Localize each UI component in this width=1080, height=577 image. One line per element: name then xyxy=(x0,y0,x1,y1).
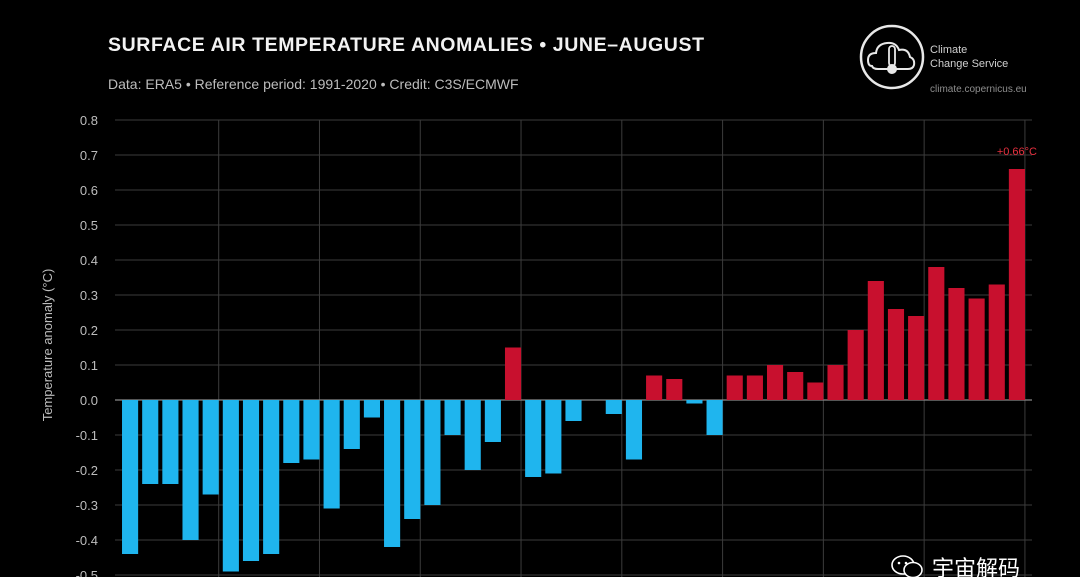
bar xyxy=(968,298,985,400)
bar xyxy=(182,400,199,540)
bar xyxy=(1008,169,1025,400)
bar xyxy=(384,400,401,547)
bar xyxy=(122,400,139,554)
bar xyxy=(404,400,421,519)
bar xyxy=(323,400,340,509)
wechat-icon xyxy=(891,554,923,577)
y-tick-label: 0.1 xyxy=(80,358,98,373)
chart-title: SURFACE AIR TEMPERATURE ANOMALIES • JUNE… xyxy=(108,34,705,56)
bar xyxy=(504,347,522,400)
bar xyxy=(766,365,784,400)
data-label: +0.66°C xyxy=(997,146,1037,158)
bar xyxy=(666,379,683,400)
bar xyxy=(726,375,743,400)
logo-url: climate.copernicus.eu xyxy=(930,84,1027,95)
bar xyxy=(625,400,643,460)
watermark-text: 宇宙解码 xyxy=(932,557,1021,577)
y-tick-label: 0.7 xyxy=(80,148,98,163)
bar xyxy=(484,400,501,442)
y-axis-ticks: 0.8 0.7 0.6 0.5 0.4 0.3 0.2 0.1 0.0 -0.1 -0.2 -0.3 -… xyxy=(76,113,98,577)
y-tick-label: -0.3 xyxy=(76,498,98,513)
bars xyxy=(122,169,1025,572)
annotations: +0.66°C xyxy=(997,146,1037,158)
bar xyxy=(283,400,300,463)
bar xyxy=(565,400,582,421)
bar xyxy=(605,400,622,414)
y-tick-label: 0.4 xyxy=(80,253,98,268)
bar xyxy=(686,400,703,404)
bar xyxy=(988,284,1005,400)
bar xyxy=(928,267,945,400)
y-tick-label: -0.1 xyxy=(76,428,98,443)
bar xyxy=(908,316,925,400)
logo-name-line2: Change Service xyxy=(930,58,1009,70)
watermark: 宇宙解码 xyxy=(890,554,1020,577)
copernicus-logo: Climate Change Service climate.copernicu… xyxy=(858,22,1068,102)
y-tick-label: 0.2 xyxy=(80,323,98,338)
bar xyxy=(706,400,723,435)
y-tick-label: 0.0 xyxy=(80,393,98,408)
bar xyxy=(948,288,965,400)
chart-subtitle: Data: ERA5 • Reference period: 1991-2020… xyxy=(108,76,519,92)
y-tick-label: -0.2 xyxy=(76,463,98,478)
cloud-thermometer-icon xyxy=(859,24,925,90)
bar xyxy=(525,400,542,477)
bar xyxy=(746,375,763,400)
y-tick-label: 0.5 xyxy=(80,218,98,233)
bar xyxy=(202,400,219,495)
bar xyxy=(847,330,864,400)
bar xyxy=(827,365,844,400)
y-tick-label: -0.4 xyxy=(76,533,98,548)
y-axis-label: Temperature anomaly (°C) xyxy=(40,269,55,422)
bar xyxy=(242,400,260,561)
bar xyxy=(545,400,562,474)
bar xyxy=(142,400,159,484)
bar xyxy=(444,400,461,435)
bar xyxy=(807,382,824,400)
bar xyxy=(303,400,320,460)
bar xyxy=(162,400,179,484)
bar xyxy=(867,281,884,400)
y-tick-label: 0.6 xyxy=(80,183,98,198)
y-tick-label: 0.8 xyxy=(80,113,98,128)
bar xyxy=(424,400,441,505)
bar xyxy=(222,400,239,572)
bar xyxy=(464,400,481,470)
y-tick-label: -0.5 xyxy=(76,568,98,577)
bar xyxy=(646,375,663,400)
bar xyxy=(887,309,905,400)
bar xyxy=(343,400,360,449)
bar xyxy=(363,400,380,418)
bar xyxy=(263,400,280,554)
y-tick-label: 0.3 xyxy=(80,288,98,303)
logo-name-line1: Climate xyxy=(930,44,968,56)
bar xyxy=(787,372,804,400)
